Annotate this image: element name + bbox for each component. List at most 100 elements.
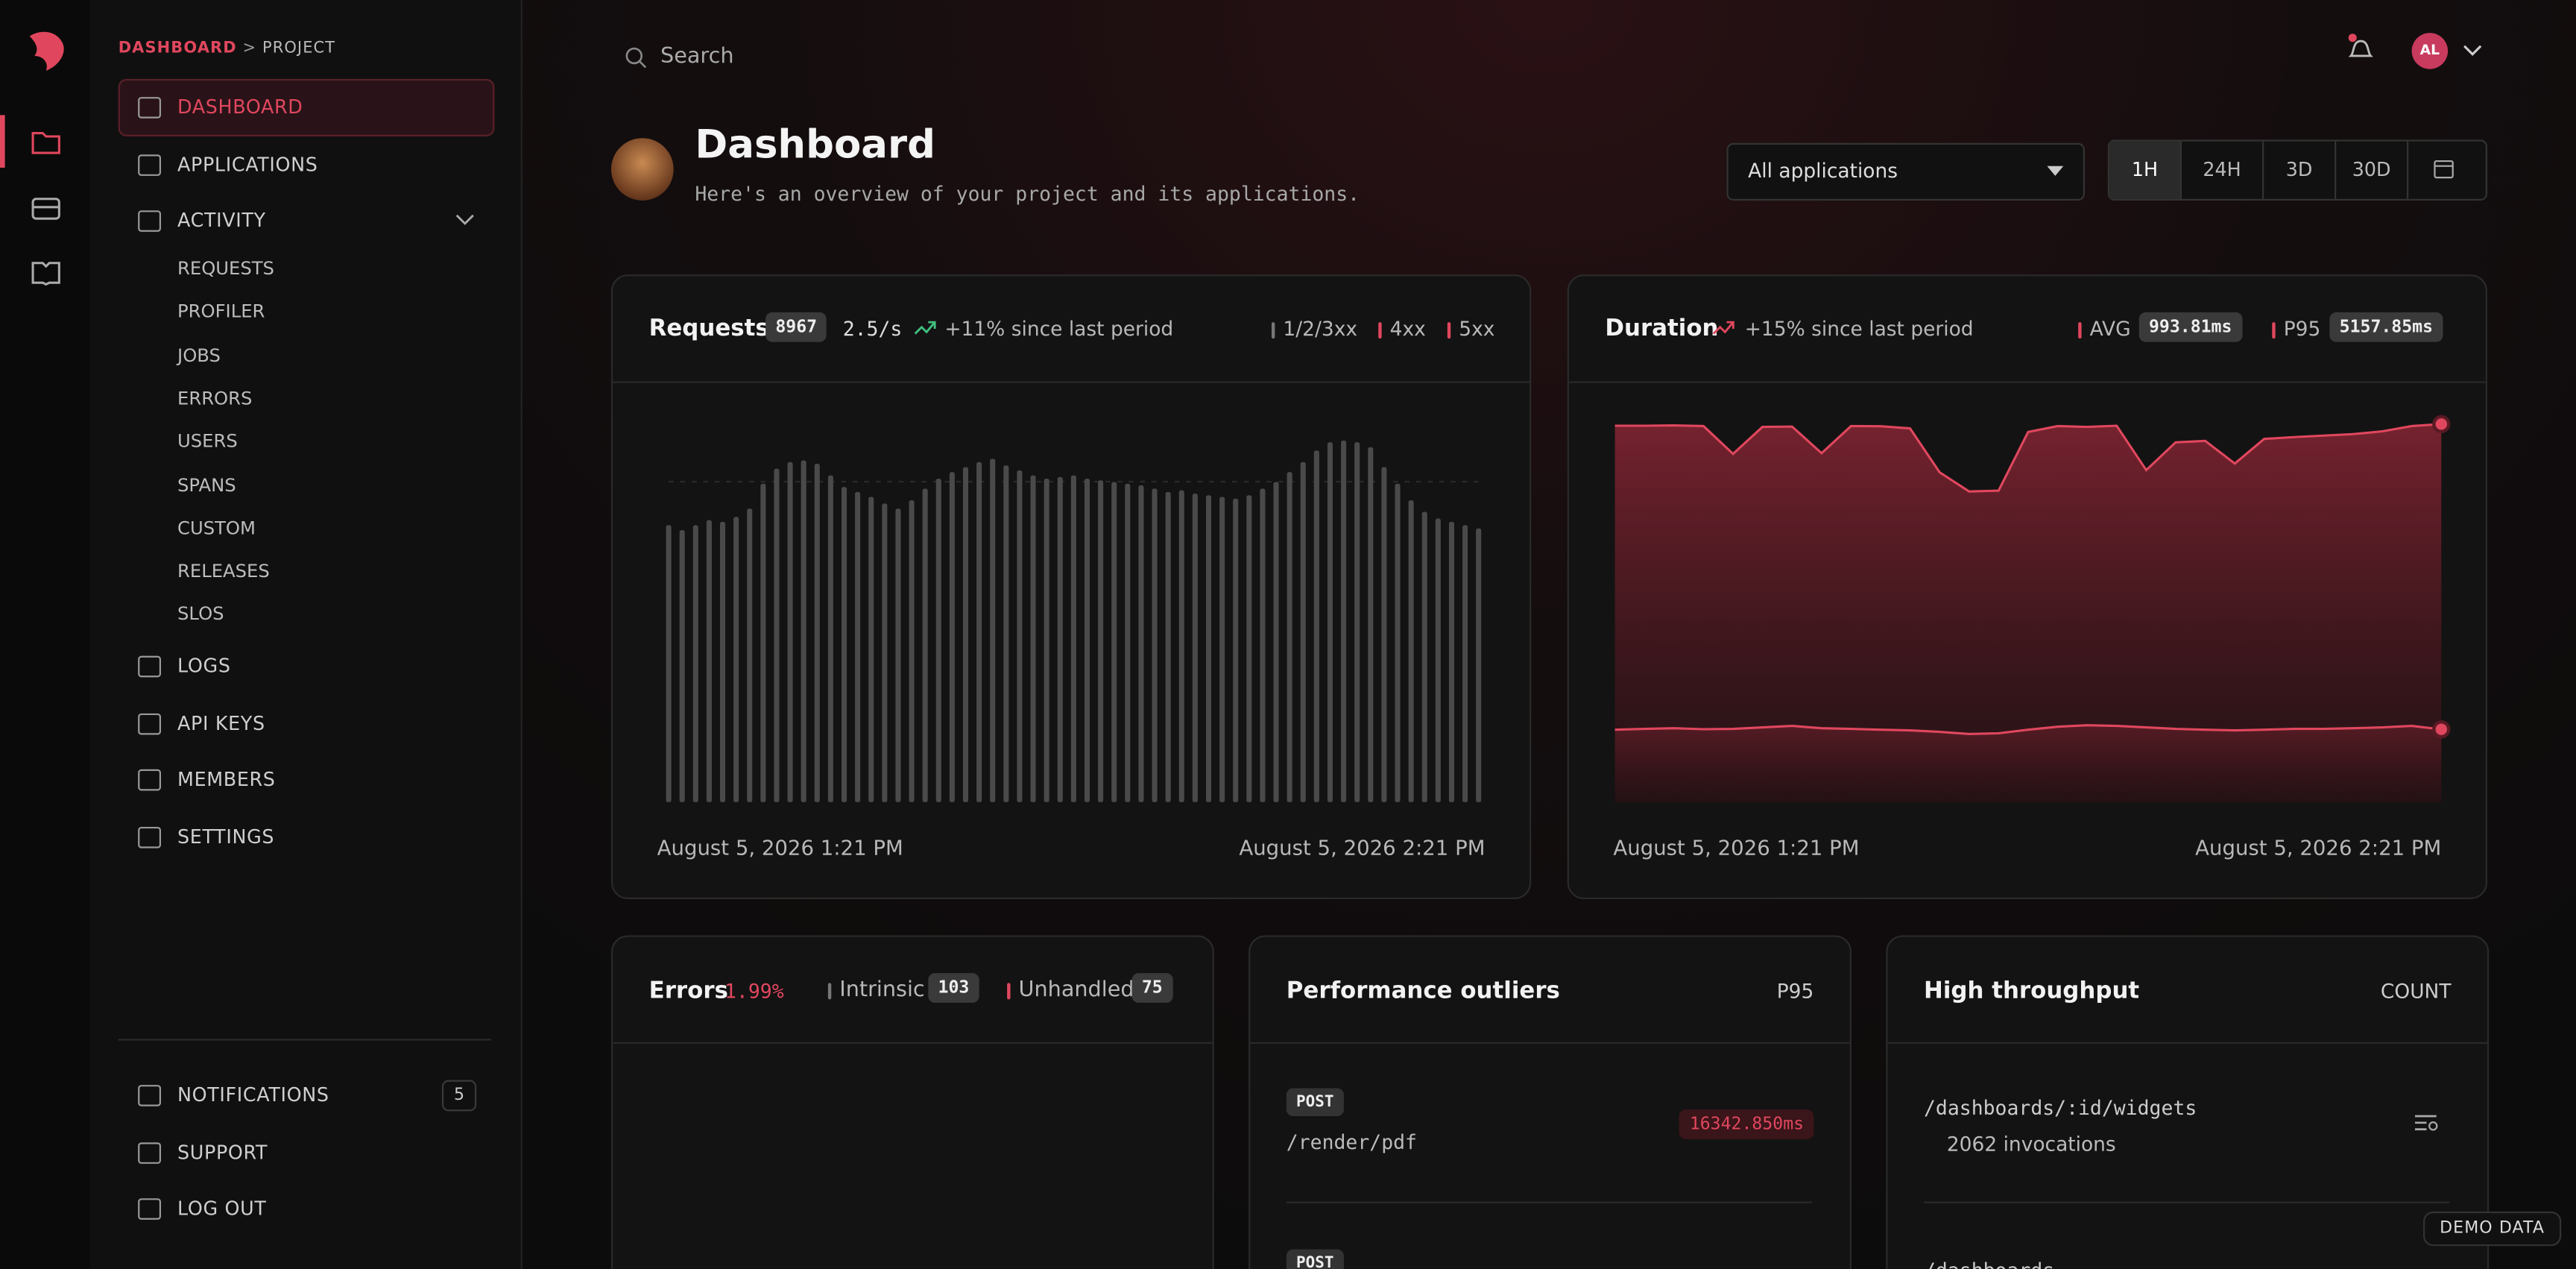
bar (949, 472, 955, 802)
projects-icon[interactable] (31, 128, 61, 154)
bar (787, 462, 793, 802)
nav-item[interactable]: PROFILER (177, 301, 265, 323)
nav-item[interactable]: ERRORS (177, 388, 253, 409)
bar (868, 497, 874, 802)
nav-item[interactable]: LOG OUT (177, 1197, 267, 1220)
route[interactable]: /dashboards (1924, 1259, 2054, 1269)
card-title: Requests (648, 315, 769, 342)
nav-item[interactable]: RELEASES (177, 561, 270, 582)
application-select[interactable]: All applications (1726, 142, 2086, 201)
bar (1003, 465, 1009, 802)
card-title: Errors (648, 977, 728, 1005)
breadcrumb: DASHBOARD > PROJECT (119, 40, 335, 57)
nav-item[interactable]: DASHBOARD (177, 95, 303, 119)
nav-item[interactable]: MEMBERS (177, 767, 276, 791)
start-time: August 5, 2026 1:21 PM (1613, 834, 1860, 860)
end-point (2432, 720, 2451, 739)
label: P95 (2283, 317, 2321, 341)
bar (1260, 488, 1266, 802)
nav-item[interactable]: APPLICATIONS (177, 153, 318, 176)
bar (1246, 495, 1252, 802)
breadcrumb-current: PROJECT (262, 39, 336, 58)
page-title: Dashboard (695, 122, 935, 168)
bar (706, 520, 712, 802)
expand-chevron[interactable] (455, 214, 475, 227)
bar (1233, 498, 1239, 802)
bar (1421, 511, 1427, 802)
range-button[interactable]: 30D (2336, 141, 2409, 199)
search-input[interactable]: Search (660, 44, 734, 69)
bar (1165, 491, 1171, 802)
billing-icon[interactable] (31, 195, 61, 221)
range-button[interactable]: 24H (2182, 141, 2264, 199)
nav-icon (138, 826, 162, 848)
demo-badge: DEMO DATA (2423, 1211, 2562, 1247)
requests-chart (666, 440, 1482, 802)
chevron[interactable] (2463, 42, 2482, 59)
route[interactable]: /dashboards/:id/widgets (1924, 1096, 2197, 1120)
metric: COUNT (2380, 980, 2452, 1003)
avatar[interactable]: AL (2411, 33, 2449, 69)
nav-item[interactable]: USERS (177, 431, 238, 453)
details-icon[interactable] (2414, 1113, 2440, 1133)
bar (1044, 479, 1049, 802)
nav-item[interactable]: SUPPORT (177, 1141, 268, 1164)
active-nav-bg (118, 78, 495, 136)
divider (1924, 1201, 2450, 1203)
nav-icon (138, 154, 162, 176)
range-group: 1H 24H 3D 30D (2107, 139, 2488, 201)
bar (1070, 475, 1076, 802)
legend-item: 5xx (1447, 318, 1494, 340)
nav-item[interactable]: ACTIVITY (177, 208, 266, 232)
route[interactable]: /render/pdf (1286, 1130, 1418, 1154)
nav-item[interactable]: SETTINGS (177, 825, 275, 848)
nav-item[interactable]: NOTIFICATIONS (177, 1083, 329, 1106)
docs-icon[interactable] (31, 259, 61, 286)
card-title: Performance outliers (1286, 977, 1560, 1005)
errors-card: Errors 1.99% Intrinsic 103 Unhandled 75 (610, 935, 1214, 1269)
bar (1125, 483, 1131, 802)
nav-item[interactable]: LOGS (177, 654, 231, 678)
end-time: August 5, 2026 2:21 PM (1239, 834, 1486, 860)
bar (1287, 472, 1292, 802)
bar (922, 488, 928, 802)
range-button[interactable]: 1H (2109, 141, 2182, 199)
search-icon (625, 47, 647, 69)
bar (1448, 521, 1454, 802)
nav-item[interactable]: API KEYS (177, 711, 265, 735)
select-caret (2047, 166, 2064, 176)
bar (1111, 482, 1117, 802)
page-subtitle: Here's an overview of your project and i… (695, 182, 1360, 206)
nav-item[interactable]: JOBS (177, 344, 221, 366)
bar (679, 530, 685, 802)
nav-item[interactable]: SPANS (177, 474, 236, 496)
legend-label: 4xx (1389, 317, 1426, 341)
notification-count: 5 (441, 1080, 477, 1112)
bar (814, 464, 820, 802)
range-button[interactable]: 3D (2264, 141, 2337, 199)
nav-item[interactable]: REQUESTS (177, 258, 274, 280)
nav-icon (138, 1198, 162, 1220)
rate: 2.5/s (842, 317, 903, 341)
sidebar: DASHBOARD > PROJECT 5 DASHBOARD APPLICATI… (90, 0, 523, 1269)
invocations: 2062 invocations (1946, 1133, 2116, 1156)
trend: +11% since last period (944, 317, 1174, 341)
bar (855, 491, 861, 802)
nav-icon (138, 769, 162, 791)
nav-item[interactable]: SLOS (177, 603, 224, 626)
series-line (1614, 423, 2442, 493)
nav-item[interactable]: CUSTOM (177, 517, 256, 539)
breadcrumb-link[interactable]: DASHBOARD (118, 39, 237, 58)
legend-item: 1/2/3xx (1271, 318, 1357, 340)
calendar-button[interactable] (2408, 142, 2478, 199)
bar (895, 508, 901, 802)
nav-icon (138, 655, 162, 678)
bell-icon[interactable] (2346, 33, 2375, 66)
bar (1192, 494, 1198, 802)
end-point (2432, 415, 2451, 433)
bar (935, 479, 941, 802)
bar (1381, 467, 1387, 802)
error-rate: 1.99% (724, 980, 784, 1003)
bar (1300, 462, 1306, 802)
